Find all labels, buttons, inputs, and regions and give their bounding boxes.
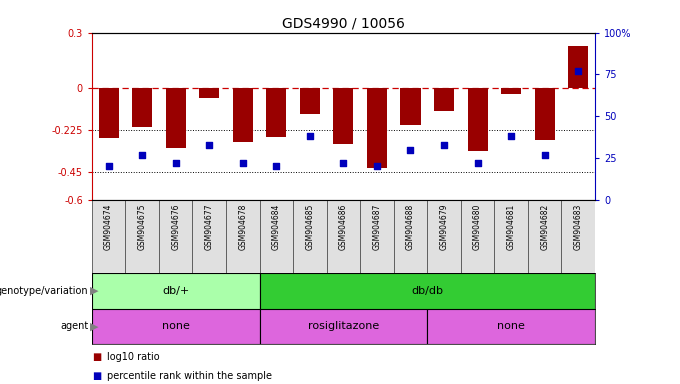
Text: GSM904684: GSM904684 (272, 204, 281, 250)
Text: GSM904674: GSM904674 (104, 204, 113, 250)
Text: ▶: ▶ (90, 321, 99, 331)
Bar (233, 88, 253, 142)
Point (439, 141, 449, 147)
Text: db/db: db/db (411, 286, 443, 296)
Text: GSM904685: GSM904685 (305, 204, 314, 250)
Point (573, 68, 583, 74)
Point (472, 160, 483, 166)
Text: ■: ■ (92, 352, 101, 362)
Text: GSM904679: GSM904679 (439, 204, 449, 250)
Bar (166, 88, 186, 148)
Bar (534, 88, 555, 140)
Point (506, 133, 517, 139)
Bar (562, 200, 595, 273)
Bar (367, 88, 387, 168)
Text: ▶: ▶ (90, 286, 99, 296)
Bar (199, 88, 219, 98)
Bar (260, 273, 595, 309)
Text: agent: agent (60, 321, 88, 331)
Text: percentile rank within the sample: percentile rank within the sample (107, 371, 272, 381)
Bar (468, 88, 488, 151)
Bar (333, 88, 354, 144)
Point (237, 160, 248, 166)
Bar (92, 273, 260, 309)
Bar (427, 309, 595, 344)
Text: GSM904678: GSM904678 (238, 204, 248, 250)
Point (204, 141, 215, 147)
Text: GSM904681: GSM904681 (507, 204, 515, 250)
Bar (99, 88, 118, 139)
Bar (394, 200, 427, 273)
Text: none: none (162, 321, 190, 331)
Point (539, 152, 550, 158)
Point (103, 163, 114, 169)
Point (305, 133, 316, 139)
Bar (568, 46, 588, 88)
Text: GSM904688: GSM904688 (406, 204, 415, 250)
Bar (92, 200, 125, 273)
Bar (427, 200, 461, 273)
Bar (267, 88, 286, 137)
Text: ■: ■ (92, 371, 101, 381)
Point (271, 163, 282, 169)
Point (338, 160, 349, 166)
Bar (92, 309, 260, 344)
Text: GSM904687: GSM904687 (373, 204, 381, 250)
Text: GSM904683: GSM904683 (574, 204, 583, 250)
Text: GSM904677: GSM904677 (205, 204, 214, 250)
Bar (132, 88, 152, 127)
Text: GSM904676: GSM904676 (171, 204, 180, 250)
Bar (528, 200, 562, 273)
Point (170, 160, 181, 166)
Bar (226, 200, 260, 273)
Point (137, 152, 148, 158)
Text: GSM904680: GSM904680 (473, 204, 482, 250)
Bar (360, 200, 394, 273)
Bar (293, 200, 326, 273)
Bar (125, 200, 159, 273)
Bar (401, 88, 420, 126)
Bar (260, 309, 427, 344)
Text: none: none (497, 321, 525, 331)
Bar (501, 88, 521, 94)
Text: GSM904686: GSM904686 (339, 204, 348, 250)
Text: GSM904682: GSM904682 (540, 204, 549, 250)
Bar (192, 200, 226, 273)
Bar (494, 200, 528, 273)
Text: rosiglitazone: rosiglitazone (308, 321, 379, 331)
Title: GDS4990 / 10056: GDS4990 / 10056 (282, 16, 405, 30)
Bar (300, 88, 320, 114)
Bar (326, 200, 360, 273)
Bar (260, 200, 293, 273)
Bar (159, 200, 192, 273)
Point (405, 146, 416, 152)
Text: log10 ratio: log10 ratio (107, 352, 159, 362)
Bar (434, 88, 454, 111)
Text: db/+: db/+ (162, 286, 189, 296)
Text: genotype/variation: genotype/variation (0, 286, 88, 296)
Point (371, 163, 382, 169)
Text: GSM904675: GSM904675 (137, 204, 147, 250)
Bar (461, 200, 494, 273)
